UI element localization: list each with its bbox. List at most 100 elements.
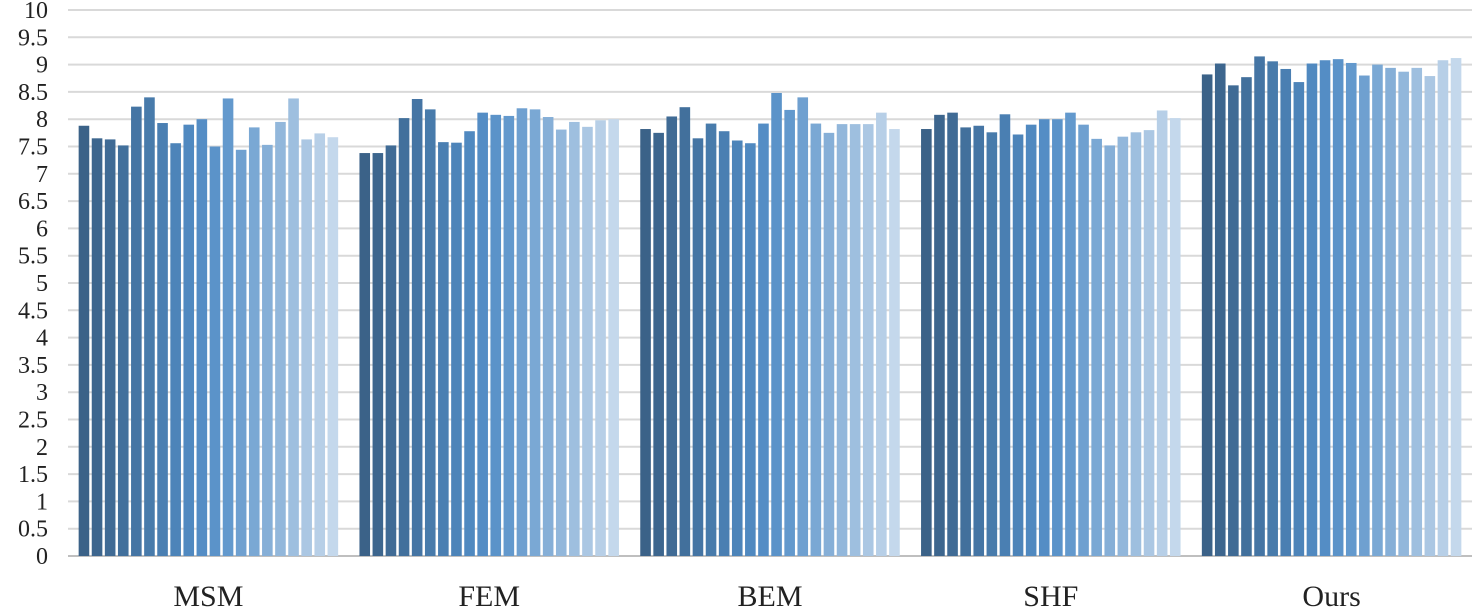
bar <box>960 127 971 556</box>
y-tick-label: 2 <box>36 435 48 461</box>
bar <box>836 124 848 556</box>
bar <box>999 114 1011 556</box>
bar <box>1117 136 1129 556</box>
bar <box>398 118 410 556</box>
bar <box>248 127 260 556</box>
bar <box>1280 68 1292 556</box>
bars <box>78 56 1462 557</box>
bar-group-bem <box>640 92 900 557</box>
bar <box>424 109 436 556</box>
y-tick-label: 3.5 <box>18 353 48 379</box>
bar <box>288 98 299 557</box>
bar <box>595 120 606 557</box>
y-tick-label: 5 <box>36 271 48 297</box>
bar <box>921 129 932 556</box>
bar <box>582 126 593 557</box>
bar <box>771 92 782 556</box>
bar <box>301 139 312 557</box>
bar-group-fem <box>359 98 619 557</box>
bar <box>1078 124 1089 556</box>
bar <box>569 121 580 557</box>
bar <box>529 109 541 556</box>
bar <box>359 153 371 556</box>
bar <box>1424 76 1436 556</box>
bar <box>876 112 887 556</box>
category-label: SHF <box>1023 580 1078 610</box>
bar <box>503 115 515 556</box>
bar <box>1372 64 1383 556</box>
bar <box>745 143 756 556</box>
y-tick-label: 8 <box>36 107 48 133</box>
bar <box>1319 60 1331 557</box>
y-tick-label: 7 <box>36 162 48 188</box>
bar <box>934 114 945 556</box>
bar <box>183 124 195 556</box>
y-tick-label: 8.5 <box>18 80 48 106</box>
bar <box>986 132 998 556</box>
y-axis-tick-labels: 00.511.522.533.544.555.566.577.588.599.5… <box>18 0 48 570</box>
y-tick-label: 9 <box>36 53 48 79</box>
bar <box>1437 60 1449 557</box>
bar <box>1293 82 1305 557</box>
bar <box>1241 77 1252 557</box>
bar <box>490 114 502 556</box>
bar <box>1130 132 1142 556</box>
bar <box>1345 62 1357 556</box>
bar <box>862 124 874 556</box>
bar <box>653 132 664 556</box>
bar <box>705 123 717 557</box>
category-label: BEM <box>737 580 802 610</box>
y-tick-label: 0 <box>36 544 48 570</box>
bar <box>1267 61 1278 556</box>
bar <box>1450 58 1462 556</box>
bar <box>1214 63 1226 557</box>
bar <box>411 98 423 557</box>
bar-group-ours <box>1201 56 1462 557</box>
bar <box>692 138 704 556</box>
bar <box>1169 118 1181 556</box>
bar <box>797 97 809 557</box>
bar <box>1228 85 1239 557</box>
bar <box>1332 59 1344 556</box>
bar <box>372 153 384 556</box>
bar <box>542 117 554 557</box>
bar <box>1104 145 1116 556</box>
y-tick-label: 4 <box>36 326 48 352</box>
bar <box>718 131 730 556</box>
bar <box>262 144 273 556</box>
bar <box>1398 71 1409 556</box>
bar <box>1052 119 1063 556</box>
bar <box>1411 67 1423 556</box>
y-tick-label: 4.5 <box>18 298 48 324</box>
y-tick-label: 7.5 <box>18 135 48 161</box>
bar <box>235 149 247 556</box>
bar-group-msm <box>78 97 339 557</box>
bar <box>438 142 449 556</box>
bar <box>555 129 567 556</box>
bar <box>104 139 116 557</box>
bar <box>1091 138 1102 556</box>
y-tick-label: 1 <box>36 489 48 515</box>
y-tick-label: 2.5 <box>18 408 48 434</box>
bar <box>1254 56 1265 556</box>
bar <box>131 106 142 556</box>
bar <box>1201 74 1213 556</box>
bar <box>666 116 678 556</box>
bar <box>451 142 462 557</box>
y-tick-label: 6.5 <box>18 189 48 215</box>
y-tick-label: 5.5 <box>18 244 48 270</box>
bar <box>1385 67 1396 556</box>
category-label: FEM <box>458 580 520 610</box>
bar <box>1156 110 1168 557</box>
y-tick-label: 6 <box>36 216 48 242</box>
bar <box>758 123 769 557</box>
bar <box>78 125 90 556</box>
bar <box>1065 112 1076 556</box>
bar <box>157 123 168 556</box>
bar <box>117 145 129 556</box>
bar <box>849 124 861 556</box>
bar <box>731 140 743 556</box>
bar <box>1143 130 1155 556</box>
bar <box>209 146 221 556</box>
bar <box>889 129 900 556</box>
